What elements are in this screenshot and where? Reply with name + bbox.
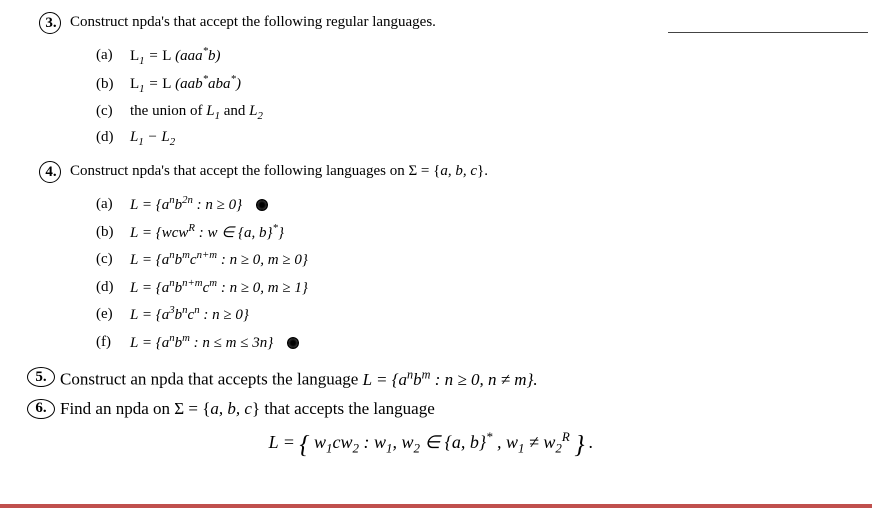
problem-4: 4. Construct npda's that accept the foll…: [38, 161, 834, 356]
item-label: (d): [96, 275, 124, 301]
item-expr: the union of L1 and L2: [130, 99, 263, 125]
bottom-accent-bar: [0, 504, 872, 508]
item-label: (e): [96, 302, 124, 328]
circled-number-4: 4.: [38, 161, 64, 183]
item-expr: L1 − L2: [130, 125, 175, 151]
problem-3-subitems: (a) L1 = L (aaa*b) (b) L1 = L (aab*aba*)…: [96, 42, 834, 151]
problem-4b: (b) L = {wcwR : w ∈ {a, b}*}: [96, 219, 834, 247]
problem-4c: (c) L = {anbmcn+m : n ≥ 0, m ≥ 0}: [96, 246, 834, 274]
problem-4-text: Construct npda's that accept the followi…: [70, 161, 488, 181]
problem-5-text: Construct an npda that accepts the langu…: [60, 366, 538, 392]
problem-5-number: 5.: [35, 369, 46, 386]
problem-6-text: Find an npda on Σ = {a, b, c} that accep…: [60, 398, 435, 421]
circled-number-3: 3.: [38, 12, 64, 34]
problem-5: 5. Construct an npda that accepts the la…: [28, 366, 834, 392]
item-expr: L = {wcwR : w ∈ {a, b}*}: [130, 219, 284, 247]
item-label: (a): [96, 43, 124, 69]
item-expr: L = {anbmcn+m : n ≥ 0, m ≥ 0}: [130, 246, 308, 274]
problem-4d: (d) L = {anbn+mcm : n ≥ 0, m ≥ 1}: [96, 274, 834, 302]
item-label: (b): [96, 72, 124, 98]
star-icon: [256, 199, 268, 211]
item-label: (c): [96, 247, 124, 273]
problem-4a: (a) L = {anb2n : n ≥ 0}: [96, 191, 834, 219]
problem-3b: (b) L1 = L (aab*aba*): [96, 70, 834, 98]
item-label: (b): [96, 220, 124, 246]
problem-4-subitems: (a) L = {anb2n : n ≥ 0} (b) L = {wcwR : …: [96, 191, 834, 356]
problem-6-display-equation: L = { w1cw2 : w1, w2 ∈ {a, b}* , w1 ≠ w2…: [28, 429, 834, 460]
problem-6-number: 6.: [35, 400, 46, 417]
problem-3-text: Construct npda's that accept the followi…: [70, 12, 436, 32]
problem-5-header: 5. Construct an npda that accepts the la…: [28, 366, 834, 392]
star-icon: [287, 337, 299, 349]
item-label: (c): [96, 99, 124, 125]
problem-3a: (a) L1 = L (aaa*b): [96, 42, 834, 70]
problem-3c: (c) the union of L1 and L2: [96, 99, 834, 125]
circled-number-6: 6.: [28, 398, 54, 420]
item-expr: L = {anbm : n ≤ m ≤ 3n}: [130, 329, 273, 357]
problem-6-header: 6. Find an npda on Σ = {a, b, c} that ac…: [28, 398, 834, 421]
item-label: (f): [96, 330, 124, 356]
problem-3-header: 3. Construct npda's that accept the foll…: [38, 12, 834, 34]
item-expr: L = {anb2n : n ≥ 0}: [130, 191, 242, 219]
problem-6: 6. Find an npda on Σ = {a, b, c} that ac…: [28, 398, 834, 459]
circled-number-5: 5.: [28, 366, 54, 388]
problem-3-number: 3.: [45, 15, 56, 32]
problem-4f: (f) L = {anbm : n ≤ m ≤ 3n}: [96, 329, 834, 357]
problem-4e: (e) L = {a3bncn : n ≥ 0}: [96, 301, 834, 329]
problem-3d: (d) L1 − L2: [96, 125, 834, 151]
item-expr: L = {a3bncn : n ≥ 0}: [130, 301, 249, 329]
problem-4-number: 4.: [45, 164, 56, 181]
item-label: (d): [96, 125, 124, 151]
item-expr: L = {anbn+mcm : n ≥ 0, m ≥ 1}: [130, 274, 308, 302]
page-root: 3. Construct npda's that accept the foll…: [0, 0, 872, 512]
item-expr: L1 = L (aaa*b): [130, 42, 221, 70]
problem-5-prefix: Construct an npda that accepts the langu…: [60, 370, 363, 389]
top-rule-line: [668, 32, 868, 33]
problem-4-header: 4. Construct npda's that accept the foll…: [38, 161, 834, 183]
item-expr: L1 = L (aab*aba*): [130, 70, 241, 98]
item-label: (a): [96, 192, 124, 218]
